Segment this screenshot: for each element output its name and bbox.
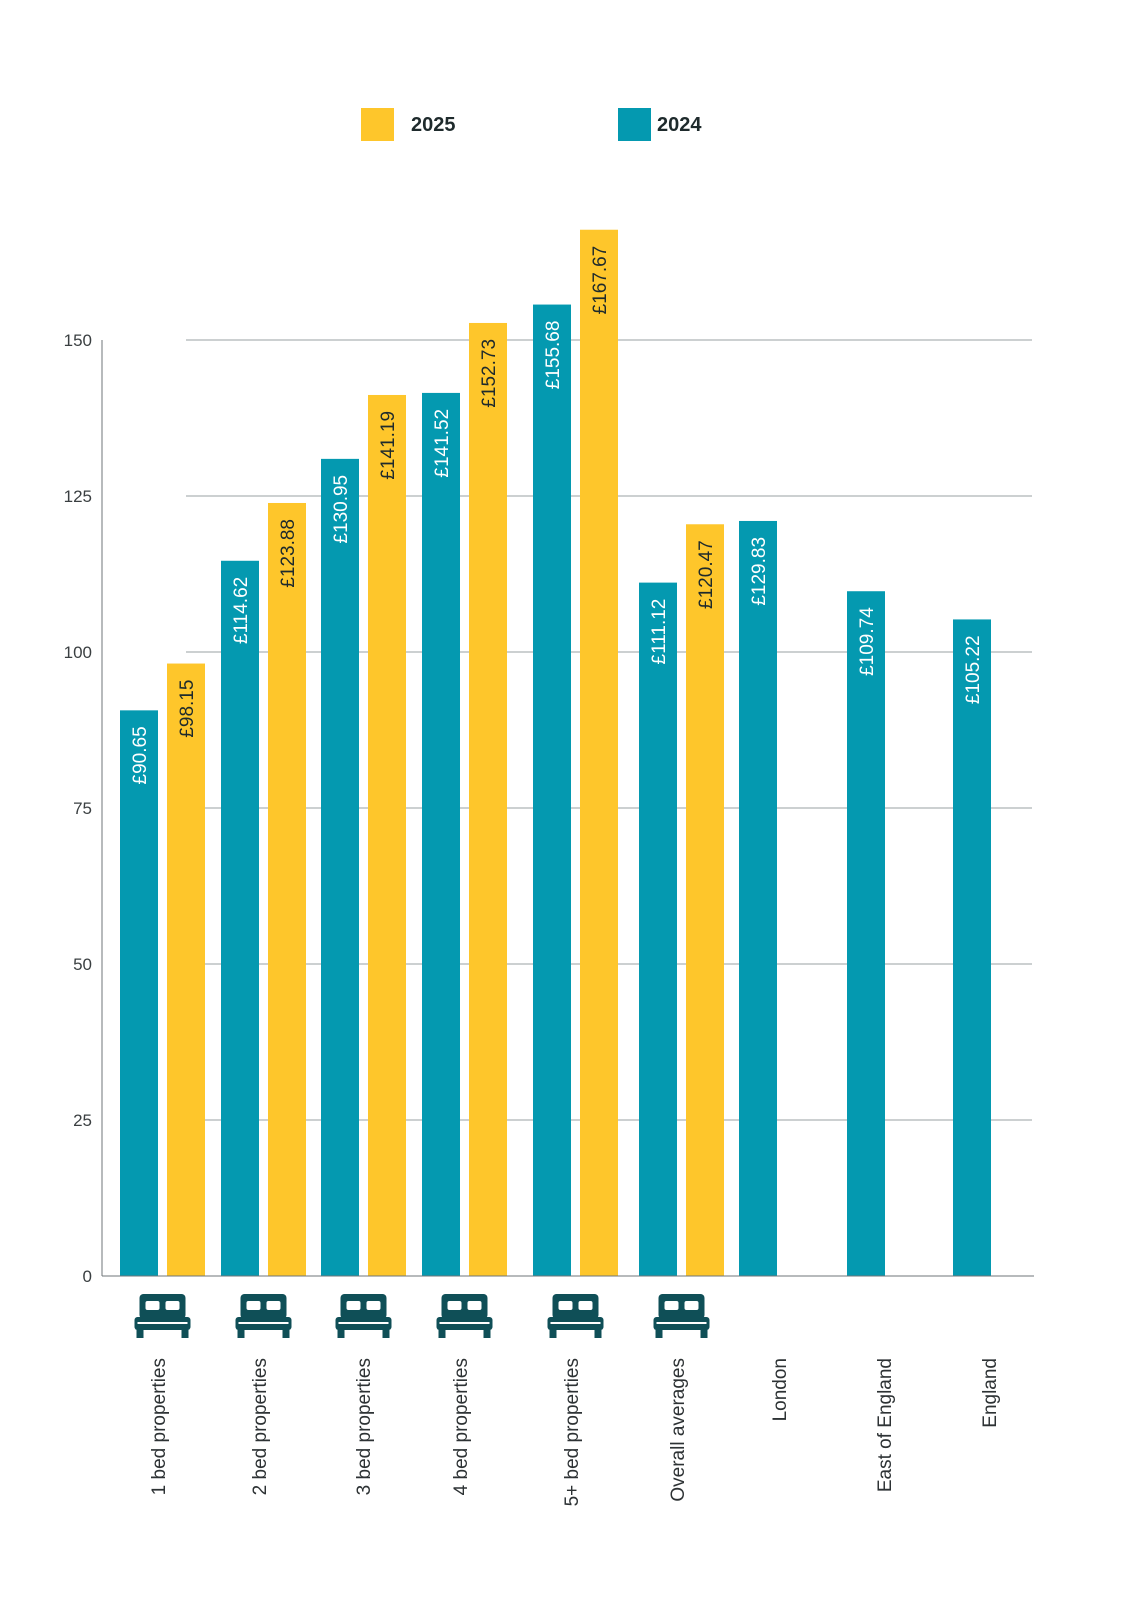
bed-icon xyxy=(235,1294,292,1338)
bar-east-of-england-2024 xyxy=(847,591,885,1276)
y-tick-label-0: 0 xyxy=(83,1267,92,1286)
x-tick-label-4-bed-properties: 4 bed properties xyxy=(451,1358,472,1495)
bed-icon xyxy=(436,1294,493,1338)
value-label-4-bed-properties-2025: £152.73 xyxy=(479,339,500,408)
x-tick-label-1-bed-properties: 1 bed properties xyxy=(149,1358,170,1495)
bar-5-bed-properties-2025 xyxy=(580,229,618,1276)
x-tick-label-3-bed-properties: 3 bed properties xyxy=(354,1358,375,1495)
value-label-2-bed-properties-2024: £114.62 xyxy=(231,577,252,644)
bed-icon xyxy=(653,1294,710,1338)
bar-3-bed-properties-2024 xyxy=(321,458,359,1276)
value-label-overall-averages-2025: £120.47 xyxy=(696,540,717,609)
category-labels: 1 bed properties 2 bed properties 3 bed pr… xyxy=(149,1358,1001,1506)
x-tick-label-2-bed-properties: 2 bed properties xyxy=(250,1358,271,1495)
x-tick-label-overall-averages: Overall averages xyxy=(668,1358,689,1502)
value-label-4-bed-properties-2024: £141.52 xyxy=(432,409,453,478)
bar-2-bed-properties-2024 xyxy=(221,560,259,1276)
bar-overall-averages-2024 xyxy=(639,582,677,1276)
bar-overall-averages-2025 xyxy=(686,524,724,1276)
category-icons xyxy=(134,1294,710,1338)
bar-5-bed-properties-2024 xyxy=(533,304,571,1277)
x-tick-label-london: London xyxy=(770,1358,791,1421)
bar-4-bed-properties-2025 xyxy=(469,322,507,1276)
legend-swatch-2024 xyxy=(618,108,651,141)
value-label-3-bed-properties-2025: £141.19 xyxy=(378,411,399,480)
value-label-london-2024: £129.83 xyxy=(749,537,770,606)
y-axis: 0 25 50 75 100 125 150 xyxy=(64,331,103,1286)
y-tick-label-75: 75 xyxy=(73,799,92,818)
value-label-2-bed-properties-2025: £123.88 xyxy=(278,519,299,588)
bed-icon xyxy=(134,1294,191,1338)
value-label-england-2024: £105.22 xyxy=(963,635,984,704)
legend-label-2024: 2024 xyxy=(657,114,702,136)
bar-1-bed-properties-2024 xyxy=(120,710,158,1276)
bar-1-bed-properties-2025 xyxy=(167,663,205,1276)
bed-icon xyxy=(547,1294,604,1338)
value-label-east-of-england-2024: £109.74 xyxy=(857,607,878,676)
x-tick-label-5-bed-properties: 5+ bed properties xyxy=(562,1358,583,1506)
bar-england-2024 xyxy=(953,619,991,1276)
y-tick-label-125: 125 xyxy=(64,487,92,506)
legend-label-2025: 2025 xyxy=(411,114,456,136)
bar-london-2024 xyxy=(739,520,777,1276)
legend: 2025 2024 xyxy=(361,108,702,141)
y-tick-label-100: 100 xyxy=(64,643,92,662)
value-label-5-bed-properties-2024: £155.68 xyxy=(543,321,564,390)
bed-icon xyxy=(335,1294,392,1338)
value-label-3-bed-properties-2024: £130.95 xyxy=(331,475,352,544)
bar-3-bed-properties-2025 xyxy=(368,394,406,1277)
y-tick-label-50: 50 xyxy=(73,955,92,974)
value-label-5-bed-properties-2025: £167.67 xyxy=(590,246,611,315)
y-tick-label-25: 25 xyxy=(73,1111,92,1130)
x-tick-label-east-of-england: East of England xyxy=(875,1358,896,1492)
value-label-1-bed-properties-2025: £98.15 xyxy=(177,680,198,738)
legend-swatch-2025 xyxy=(361,108,394,141)
bars: £90.65 £98.15 £114.62 £123.88 £130.95 £141.19… xyxy=(120,229,991,1277)
x-tick-label-england: England xyxy=(980,1358,1001,1428)
y-tick-label-150: 150 xyxy=(64,331,92,350)
value-label-1-bed-properties-2024: £90.65 xyxy=(130,726,151,784)
bar-4-bed-properties-2024 xyxy=(422,392,460,1277)
value-label-overall-averages-2024: £111.12 xyxy=(649,599,670,665)
bar-2-bed-properties-2025 xyxy=(268,502,306,1277)
